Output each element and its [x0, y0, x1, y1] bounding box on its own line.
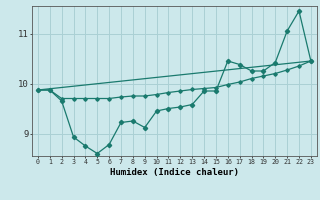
X-axis label: Humidex (Indice chaleur): Humidex (Indice chaleur): [110, 168, 239, 177]
